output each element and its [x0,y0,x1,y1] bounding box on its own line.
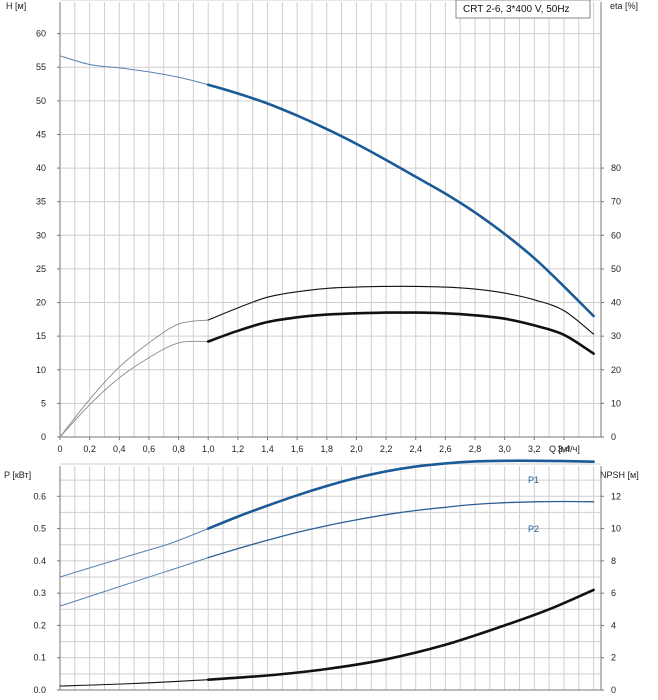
x-tick-label: 2,2 [380,444,393,454]
y2-tick-label: 40 [611,298,621,308]
npsh-axis-label: NPSH [м] [600,470,639,480]
legend-box [455,0,591,19]
y-tick-label: 0.0 [33,685,46,695]
curve-h_ext [59,55,209,86]
x-tick-label: 0,4 [113,444,126,454]
y-tick-label: 25 [36,264,46,274]
curve-npsh_ext [59,679,209,687]
x-tick-label: 1,4 [261,444,274,454]
x-tick-label: 0,6 [143,444,156,454]
y-tick-label: 50 [36,96,46,106]
curve-npsh [206,588,595,681]
y2-tick-label: 8 [611,556,616,566]
x-tick-label: 0,2 [83,444,96,454]
y2-tick-label: 20 [611,365,621,375]
x-tick-label: 2,4 [409,444,422,454]
p-axis-label: P [кВт] [4,470,31,480]
curve-p1 [206,459,595,530]
h-axis-label: H [м] [6,1,26,11]
curve-layer [59,55,595,687]
p1-curve-label: P1 [528,475,539,485]
x-tick-label: 1,8 [321,444,334,454]
y2-tick-label: 10 [611,524,621,534]
curve-eta_upper_ext [59,319,209,438]
x-tick-label: 0 [57,444,62,454]
x-tick-label: 2,0 [350,444,363,454]
y-tick-label: 0.2 [33,620,46,630]
y2-tick-label: 80 [611,163,621,173]
curve-h_op [206,83,595,318]
y2-tick-label: 12 [611,491,621,501]
y2-tick-label: 30 [611,331,621,341]
x-tick-label: 1,0 [202,444,215,454]
curve-p2 [207,500,595,559]
y-tick-label: 45 [36,129,46,139]
y2-tick-label: 2 [611,653,616,663]
x-tick-label: 2,8 [469,444,482,454]
y2-tick-label: 6 [611,588,616,598]
x-tick-label: 2,6 [439,444,452,454]
y-tick-label: 0 [41,432,46,442]
y-tick-label: 0.6 [33,491,46,501]
p2-curve-label: P2 [528,524,539,534]
x-tick-label: 3,4 [558,444,571,454]
y-tick-label: 60 [36,29,46,39]
y2-tick-label: 0 [611,432,616,442]
x-tick-label: 0,8 [172,444,185,454]
y2-tick-label: 10 [611,398,621,408]
y2-tick-label: 4 [611,620,616,630]
y2-tick-label: 0 [611,685,616,695]
q-axis-label: Q [м³/ч] [549,444,580,454]
curve-eta_upper_op [207,285,595,335]
curve-eta_lower_op [206,311,595,355]
y-tick-label: 40 [36,163,46,173]
tick-layer: 0510152025303540455055600102030405060708… [33,29,621,695]
legend-text: CRT 2-6, 3*400 V, 50Hz [463,4,570,15]
y-tick-label: 0.5 [33,524,46,534]
y-tick-label: 20 [36,298,46,308]
y-tick-label: 35 [36,197,46,207]
y2-tick-label: 70 [611,197,621,207]
y-tick-label: 55 [36,62,46,72]
y-tick-label: 0.4 [33,556,46,566]
y2-tick-label: 60 [611,230,621,240]
x-tick-label: 1,2 [232,444,245,454]
y-tick-label: 15 [36,331,46,341]
grid-layer [59,0,602,691]
curve-eta_lower_ext [59,340,209,438]
y2-tick-label: 50 [611,264,621,274]
y-tick-label: 10 [36,365,46,375]
x-tick-label: 3,2 [528,444,541,454]
curve-p1_ext [59,528,209,578]
y-tick-label: 30 [36,230,46,240]
x-tick-label: 3,0 [498,444,511,454]
y-tick-label: 0.1 [33,653,46,663]
y-tick-label: 5 [41,398,46,408]
y-tick-label: 0.3 [33,588,46,598]
curve-p2_ext [59,557,209,607]
eta-axis-label: eta [%] [610,1,638,11]
x-tick-label: 1,6 [291,444,304,454]
